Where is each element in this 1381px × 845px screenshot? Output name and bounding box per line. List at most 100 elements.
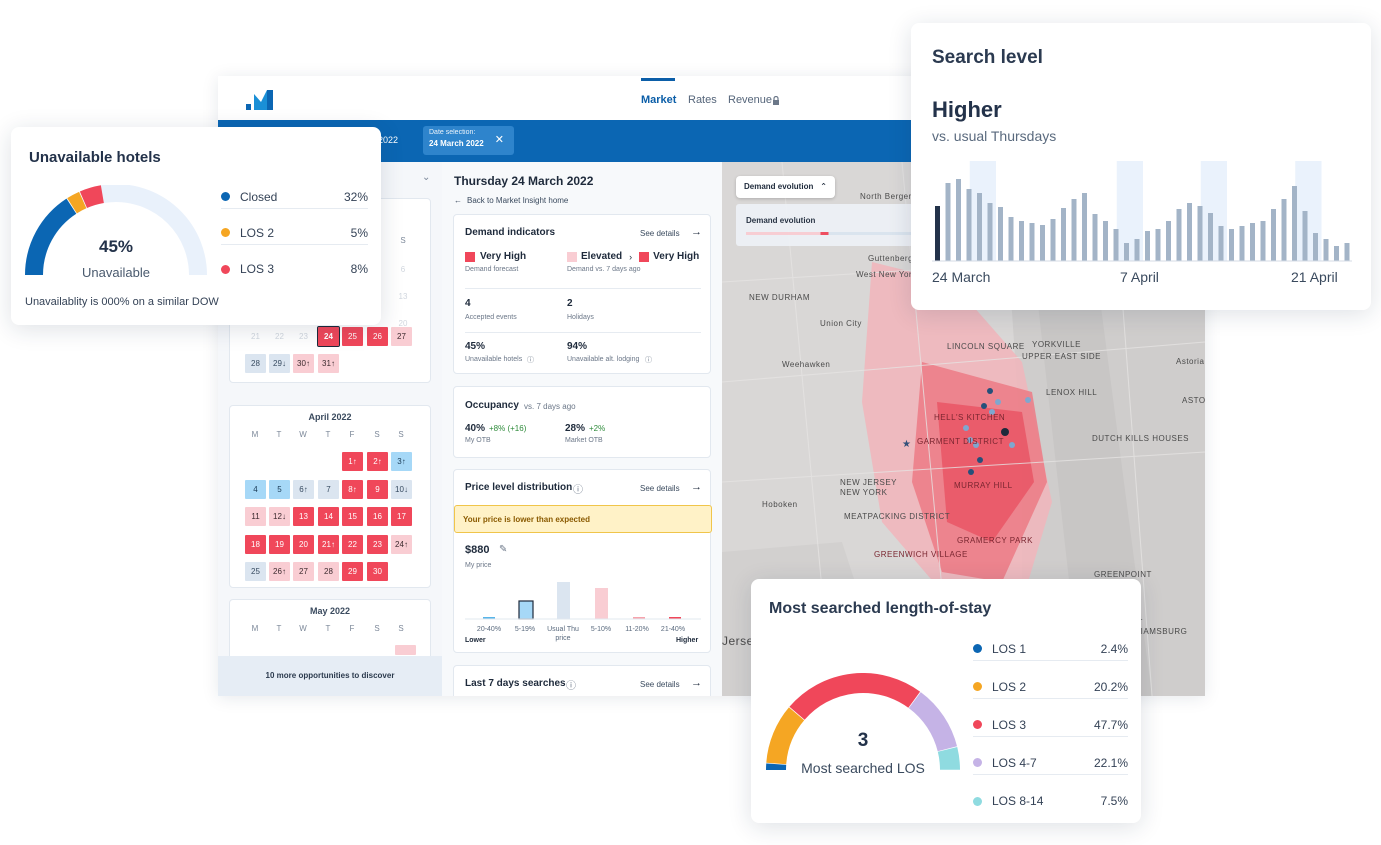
info-icon[interactable]: ⓘ [573, 485, 583, 496]
calendar-day[interactable]: 21 [251, 332, 260, 341]
legend-name: LOS 4-7 [992, 755, 1037, 770]
card-title: Demand indicators [465, 227, 556, 238]
arrow-right-icon[interactable]: → [691, 226, 702, 238]
calendar-day[interactable]: 25 [342, 327, 363, 346]
most-searched-los-card: Most searched length-of-stay 3 Most sear… [751, 579, 1141, 823]
layer-dropdown[interactable]: Demand evolution ⌃ [736, 176, 835, 198]
calendar-day[interactable]: 30 [367, 562, 388, 581]
gauge-label: Unavailable [82, 265, 150, 280]
price-distribution-card: Price level distribution ⓘ See details →… [453, 469, 712, 653]
calendar-day[interactable]: 26 [367, 327, 388, 346]
calendar-day[interactable]: 19 [269, 534, 290, 554]
x-label: 24 March [932, 269, 991, 285]
calendar-day[interactable]: 4 [245, 479, 266, 499]
chart-bar [1229, 229, 1234, 261]
calendar-day[interactable]: 12↓ [269, 507, 290, 526]
legend-label: LOS 2 [973, 680, 1026, 694]
calendar-day[interactable]: 11 [245, 507, 266, 526]
calendar-day[interactable]: 25 [245, 562, 266, 581]
legend-label: LOS 4-7 [973, 756, 1037, 770]
calendar-day[interactable]: 16 [367, 507, 388, 526]
chart-bar [1092, 214, 1098, 261]
calendar-day[interactable]: 3↑ [391, 452, 412, 471]
legend-label: LOS 3 [973, 718, 1026, 732]
alt-lodging-value: 94% [567, 341, 588, 352]
calendar-day[interactable]: 26↑ [269, 562, 290, 581]
unavail-label: Unavailable hotels [465, 356, 523, 363]
tab-market[interactable]: Market [641, 94, 677, 106]
calendar-day[interactable]: 2↑ [367, 452, 388, 471]
calendar-day[interactable]: 1↑ [342, 452, 363, 471]
map-label: MEATPACKING DISTRICT [844, 512, 951, 521]
calendar-day[interactable]: 20 [293, 534, 314, 554]
chart-bar [1323, 239, 1329, 261]
calendar-day[interactable]: 28 [318, 562, 339, 581]
info-icon[interactable]: ⓘ [645, 357, 652, 364]
day-detail-panel: Thursday 24 March 2022 ← Back to Market I… [442, 162, 722, 696]
calendar-day[interactable]: 28 [245, 354, 266, 373]
see-details-link[interactable]: See details [640, 484, 680, 493]
dow-label: S [374, 430, 380, 439]
chart-bar [1071, 199, 1077, 261]
back-link[interactable]: ← Back to Market Insight home [454, 196, 568, 205]
chart-bar [956, 179, 961, 261]
chart-bar [1113, 229, 1119, 261]
map-label: YORKVILLE [1032, 340, 1081, 349]
info-icon[interactable]: ⓘ [527, 357, 534, 364]
calendar-day[interactable]: 15 [342, 507, 363, 526]
legend-name: LOS 8-14 [992, 794, 1044, 808]
unavailability-footer: Unavailablity is 000% on a similar DOW [25, 296, 219, 308]
calendar-day[interactable]: 27 [391, 327, 412, 346]
calendar-day[interactable]: 7 [318, 479, 339, 499]
chart-bar [1292, 186, 1297, 261]
calendar-day[interactable]: 29 [342, 562, 363, 581]
legend-dot [973, 644, 982, 653]
gauge-value: 3 [857, 730, 869, 751]
calendar-day[interactable]: 24 [317, 326, 340, 347]
see-details-link[interactable]: See details [640, 229, 680, 238]
calendar-day[interactable]: 31↑ [318, 354, 339, 373]
close-icon[interactable]: ✕ [494, 134, 504, 146]
date-selection-chip[interactable]: Date selection: 24 March 2022 ✕ [423, 126, 514, 155]
events-label: Accepted events [465, 314, 517, 321]
calendar-day[interactable]: 5 [269, 479, 290, 499]
calendar-day[interactable]: 27 [293, 562, 314, 581]
edit-icon[interactable]: ✎ [499, 544, 508, 555]
calendar-day[interactable]: 21↑ [318, 534, 339, 554]
calendar-day[interactable]: 6↑ [293, 479, 314, 499]
chevron-down-icon[interactable]: ⌄ [422, 172, 431, 183]
tab-revenue[interactable]: Revenue [728, 94, 773, 106]
map-label: GRAMERCY PARK [957, 536, 1033, 545]
discover-opportunities-link[interactable]: 10 more opportunities to discover [218, 656, 442, 696]
calendar-day[interactable]: 23 [299, 332, 308, 341]
chart-bar [1208, 213, 1213, 261]
legend-value: 7.5% [1100, 794, 1128, 808]
legend-label: LOS 3 [221, 262, 274, 276]
histogram-bar [633, 617, 645, 619]
calendar-day[interactable]: 8↑ [342, 479, 363, 499]
calendar-day[interactable]: 23 [367, 534, 388, 554]
calendar-day[interactable]: 10↓ [391, 479, 412, 499]
calendar-day[interactable]: 17 [391, 507, 412, 526]
info-icon[interactable]: ⓘ [566, 681, 576, 692]
tab-rates[interactable]: Rates [688, 94, 717, 106]
calendar-day[interactable]: 24↑ [391, 534, 412, 554]
calendar-day[interactable]: 18 [245, 534, 266, 554]
calendar-day[interactable] [395, 645, 416, 655]
search-level-sub: vs. usual Thursdays [932, 128, 1057, 144]
legend-swatch [465, 251, 475, 262]
calendar-day[interactable]: 22 [275, 332, 284, 341]
legend-value: 22.1% [1093, 755, 1128, 770]
legend-row: LOS 3 47.7% [973, 713, 1128, 737]
arrow-right-icon[interactable]: → [691, 481, 702, 493]
gauge-segment [67, 191, 87, 214]
see-details-link[interactable]: See details [640, 680, 680, 689]
calendar-day[interactable]: 13 [293, 507, 314, 526]
calendar-day[interactable]: 29↓ [269, 354, 290, 373]
calendar-day[interactable]: 30↑ [293, 354, 314, 373]
calendar-day[interactable]: 14 [318, 507, 339, 526]
calendar-day[interactable]: 22 [342, 534, 363, 554]
calendar-day[interactable]: 9 [367, 479, 388, 499]
chart-bar [1124, 243, 1129, 261]
arrow-right-icon[interactable]: → [691, 677, 702, 689]
